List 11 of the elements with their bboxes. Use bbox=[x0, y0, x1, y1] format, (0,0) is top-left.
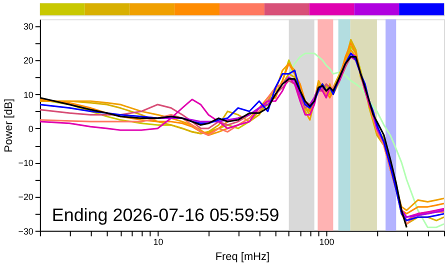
x-axis-title: Freq [mHz] bbox=[215, 251, 270, 264]
y-tick-label: 0 bbox=[28, 124, 34, 134]
annotation: Ending 2026-07-16 05:59:59 bbox=[52, 204, 280, 225]
y-tick-label: −30 bbox=[18, 226, 34, 236]
y-axis-title: Power [dB] bbox=[3, 98, 16, 152]
y-tick-label: 10 bbox=[23, 90, 34, 100]
y-tick-label: 30 bbox=[23, 22, 34, 32]
y-tick-label: 20 bbox=[23, 56, 34, 66]
x-tick-label: 100 bbox=[319, 237, 334, 248]
y-tick-label: −10 bbox=[18, 158, 34, 168]
y-tick-label: −20 bbox=[18, 192, 34, 202]
